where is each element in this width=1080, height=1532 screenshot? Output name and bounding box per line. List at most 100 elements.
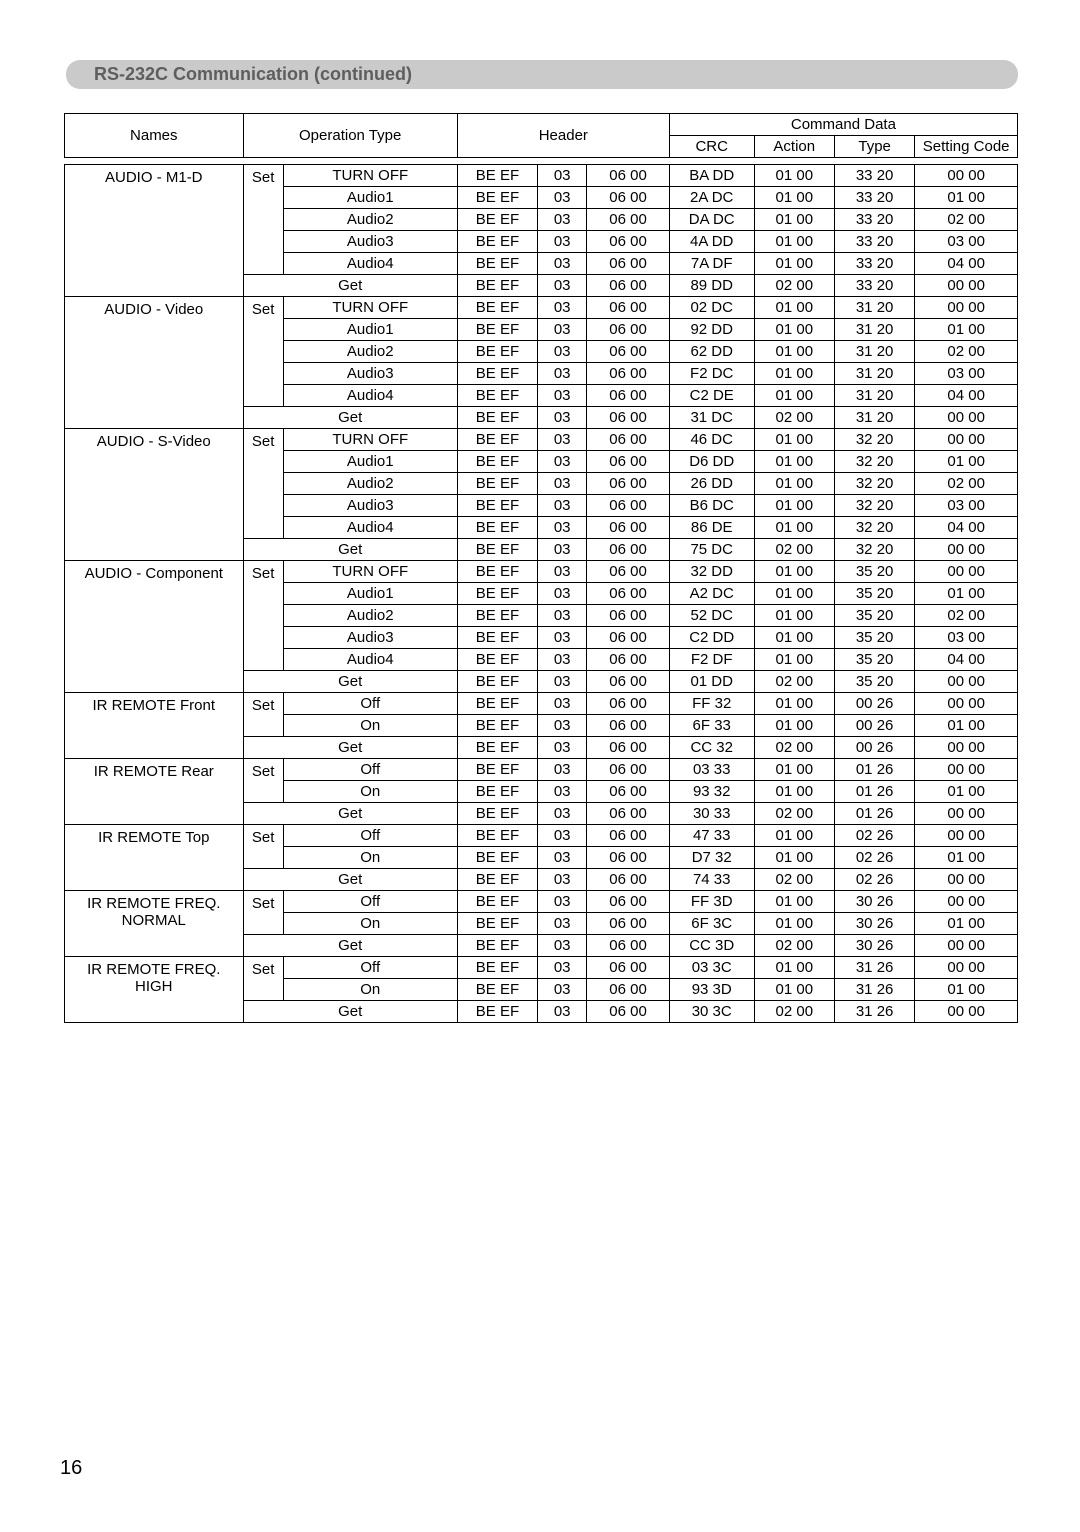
section-title: RS-232C Communication (continued) xyxy=(66,60,1018,89)
action: 01 00 xyxy=(754,759,834,781)
header-1: BE EF xyxy=(457,759,537,781)
crc: D6 DD xyxy=(669,451,754,473)
header-1: BE EF xyxy=(457,1001,537,1023)
header-2: 03 xyxy=(538,781,587,803)
action: 01 00 xyxy=(754,165,834,187)
header-3: 06 00 xyxy=(587,627,670,649)
header-2: 03 xyxy=(538,539,587,561)
action: 01 00 xyxy=(754,187,834,209)
header-2: 03 xyxy=(538,825,587,847)
header-2: 03 xyxy=(538,341,587,363)
group-name: IR REMOTE FREQ.NORMAL xyxy=(65,891,244,957)
type: 31 26 xyxy=(834,957,914,979)
header-2: 03 xyxy=(538,187,587,209)
header-2: 03 xyxy=(538,693,587,715)
op-value: Audio2 xyxy=(283,605,457,627)
setting-code: 01 00 xyxy=(915,847,1018,869)
type: 32 20 xyxy=(834,451,914,473)
header-2: 03 xyxy=(538,869,587,891)
crc: 02 DC xyxy=(669,297,754,319)
header-3: 06 00 xyxy=(587,495,670,517)
header-3: 06 00 xyxy=(587,781,670,803)
op-value: Audio4 xyxy=(283,253,457,275)
op-set: Set xyxy=(243,429,283,539)
setting-code: 01 00 xyxy=(915,715,1018,737)
header-2: 03 xyxy=(538,495,587,517)
setting-code: 03 00 xyxy=(915,363,1018,385)
header-1: BE EF xyxy=(457,341,537,363)
header-3: 06 00 xyxy=(587,429,670,451)
setting-code: 01 00 xyxy=(915,319,1018,341)
header-1: BE EF xyxy=(457,627,537,649)
op-value: Audio2 xyxy=(283,473,457,495)
op-value: Audio1 xyxy=(283,187,457,209)
setting-code: 00 00 xyxy=(915,935,1018,957)
header-3: 06 00 xyxy=(587,517,670,539)
header-3: 06 00 xyxy=(587,737,670,759)
setting-code: 00 00 xyxy=(915,737,1018,759)
op-set: Set xyxy=(243,693,283,737)
header-3: 06 00 xyxy=(587,759,670,781)
header-2: 03 xyxy=(538,363,587,385)
header-3: 06 00 xyxy=(587,715,670,737)
action: 01 00 xyxy=(754,781,834,803)
type: 31 26 xyxy=(834,1001,914,1023)
page: RS-232C Communication (continued) Names … xyxy=(0,0,1080,1532)
setting-code: 04 00 xyxy=(915,517,1018,539)
action: 01 00 xyxy=(754,627,834,649)
action: 01 00 xyxy=(754,605,834,627)
op-value: Audio3 xyxy=(283,495,457,517)
header-2: 03 xyxy=(538,979,587,1001)
op-set: Set xyxy=(243,759,283,803)
header-2: 03 xyxy=(538,957,587,979)
crc: F2 DF xyxy=(669,649,754,671)
type: 02 26 xyxy=(834,847,914,869)
op-value: Audio4 xyxy=(283,385,457,407)
action: 01 00 xyxy=(754,979,834,1001)
header-1: BE EF xyxy=(457,935,537,957)
op-value: Audio1 xyxy=(283,583,457,605)
header-1: BE EF xyxy=(457,605,537,627)
setting-code: 00 00 xyxy=(915,297,1018,319)
op-value: Off xyxy=(283,759,457,781)
setting-code: 02 00 xyxy=(915,473,1018,495)
setting-code: 00 00 xyxy=(915,957,1018,979)
action: 02 00 xyxy=(754,1001,834,1023)
setting-code: 00 00 xyxy=(915,803,1018,825)
crc: 31 DC xyxy=(669,407,754,429)
type: 01 26 xyxy=(834,759,914,781)
action: 01 00 xyxy=(754,429,834,451)
setting-code: 00 00 xyxy=(915,539,1018,561)
op-set: Set xyxy=(243,891,283,935)
header-1: BE EF xyxy=(457,319,537,341)
header-1: BE EF xyxy=(457,451,537,473)
group-name: IR REMOTE Rear xyxy=(65,759,244,825)
action: 01 00 xyxy=(754,649,834,671)
header-2: 03 xyxy=(538,1001,587,1023)
op-set: Set xyxy=(243,825,283,869)
header-2: 03 xyxy=(538,275,587,297)
action: 02 00 xyxy=(754,869,834,891)
header-2: 03 xyxy=(538,165,587,187)
header-2: 03 xyxy=(538,209,587,231)
header-1: BE EF xyxy=(457,495,537,517)
header-1: BE EF xyxy=(457,869,537,891)
header-1: BE EF xyxy=(457,473,537,495)
crc: 92 DD xyxy=(669,319,754,341)
header-1: BE EF xyxy=(457,891,537,913)
command-table: Names Operation Type Header Command Data… xyxy=(64,113,1018,1023)
type: 30 26 xyxy=(834,935,914,957)
op-value: Off xyxy=(283,693,457,715)
op-value: Off xyxy=(283,825,457,847)
type: 30 26 xyxy=(834,891,914,913)
op-value: Audio2 xyxy=(283,209,457,231)
type: 31 20 xyxy=(834,385,914,407)
header-2: 03 xyxy=(538,737,587,759)
spacer-row xyxy=(65,158,1018,165)
setting-code: 01 00 xyxy=(915,979,1018,1001)
type: 35 20 xyxy=(834,605,914,627)
type: 31 20 xyxy=(834,297,914,319)
op-value: Audio3 xyxy=(283,231,457,253)
header-3: 06 00 xyxy=(587,363,670,385)
table-wrap: Names Operation Type Header Command Data… xyxy=(64,113,1024,1023)
